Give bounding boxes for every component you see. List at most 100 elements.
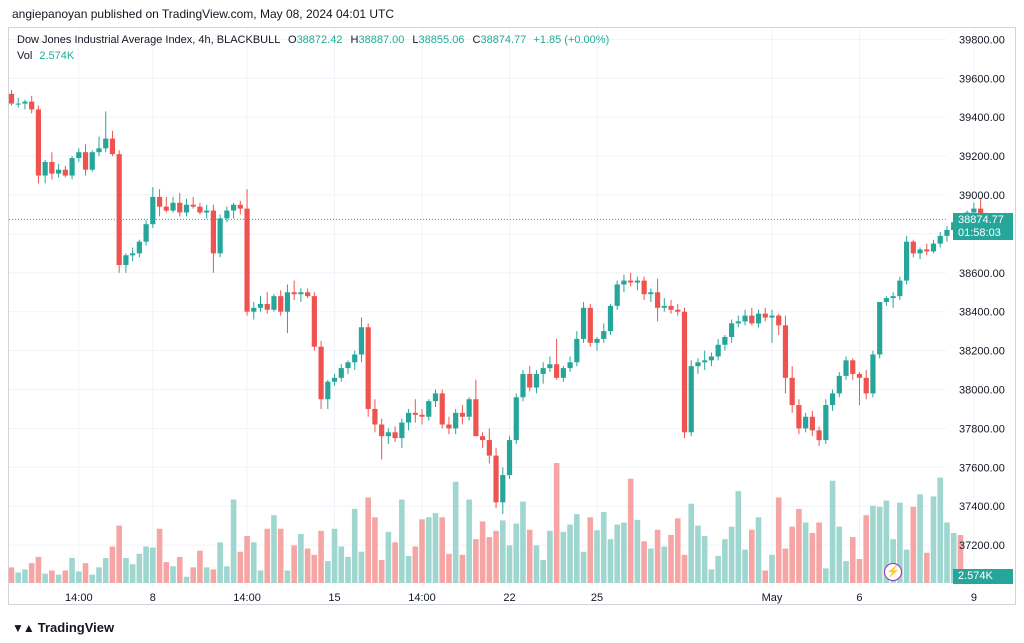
- candle-body: [42, 161, 48, 176]
- candle-body: [116, 154, 122, 266]
- candle-body: [298, 292, 304, 295]
- candle-body: [170, 202, 176, 211]
- candle-body: [210, 210, 216, 254]
- volume-bar: [782, 548, 789, 583]
- candle-body: [76, 152, 82, 159]
- time-axis: 14:00 8 14:00 15 14:00 22 25 May 6 9: [65, 592, 977, 604]
- candle-body: [722, 336, 728, 345]
- volume-bar: [735, 491, 742, 583]
- volume-bar: [728, 526, 735, 583]
- candle: [574, 331, 580, 367]
- candle: [567, 356, 573, 372]
- candle: [224, 206, 230, 223]
- candle-body: [143, 224, 149, 242]
- candle-body: [379, 424, 385, 437]
- chart-grid: [9, 28, 975, 588]
- legend-low-label: L: [412, 34, 419, 46]
- candle: [917, 247, 923, 260]
- volume-bar: [769, 554, 775, 583]
- candle-body: [554, 364, 560, 378]
- candle-body: [715, 344, 721, 357]
- candle-body: [944, 230, 950, 236]
- volume-bar: [681, 554, 688, 583]
- candle: [513, 393, 519, 444]
- candle: [49, 152, 55, 180]
- price-tick-label: 38200.00: [959, 346, 1005, 358]
- candle: [654, 278, 661, 322]
- candle: [601, 323, 607, 343]
- candle: [877, 301, 883, 359]
- legend-vol-value: 2.574K: [39, 50, 75, 62]
- candle: [493, 447, 499, 509]
- candle-body: [789, 377, 795, 406]
- volume-bar: [648, 548, 654, 583]
- volume-bar: [668, 535, 674, 583]
- candle-body: [426, 401, 432, 417]
- volume-bar: [284, 570, 291, 583]
- volume-bar: [224, 566, 230, 583]
- volume-bar: [499, 520, 506, 583]
- volume-bar: [116, 525, 122, 583]
- candle: [22, 99, 28, 110]
- candle-body: [513, 397, 519, 441]
- candle: [379, 418, 385, 460]
- candle-body: [675, 309, 681, 312]
- candle: [345, 360, 351, 374]
- volume-bar: [957, 535, 964, 583]
- candle: [695, 358, 701, 374]
- candle: [863, 370, 869, 400]
- candle-body: [843, 360, 849, 376]
- candle: [803, 412, 809, 433]
- candle: [459, 405, 466, 425]
- candle: [432, 389, 439, 408]
- candle: [123, 253, 129, 273]
- candle-body: [291, 292, 297, 295]
- price-axis: 39800.00 39600.00 39400.00 39200.00 39000.00…: [959, 34, 1005, 552]
- volume-bar: [890, 539, 896, 583]
- chart-frame: [8, 27, 1016, 605]
- candle-body: [432, 393, 439, 402]
- volume-bar: [749, 529, 755, 583]
- volume-bar: [580, 551, 587, 583]
- volume-bar: [76, 571, 82, 583]
- candle-body: [580, 307, 587, 339]
- volume-bar: [567, 524, 573, 583]
- legend-low: 38855.06: [418, 34, 465, 46]
- candle-body: [621, 280, 627, 285]
- time-tick-label: 22: [503, 592, 515, 604]
- candle-body: [96, 148, 102, 153]
- candle-body: [574, 338, 580, 363]
- candle-body: [587, 307, 593, 343]
- candle: [648, 288, 654, 302]
- candle: [29, 95, 35, 114]
- volume-bar: [129, 564, 136, 583]
- volume-bar: [614, 524, 620, 583]
- volume-bar: [244, 536, 250, 583]
- candle-body: [755, 313, 762, 324]
- time-tick-label: 14:00: [408, 592, 436, 604]
- candle: [204, 204, 210, 219]
- volume-bar: [257, 570, 264, 583]
- candle: [298, 288, 304, 302]
- candle-body: [197, 206, 203, 213]
- candle: [614, 280, 620, 310]
- volume-bar: [35, 556, 42, 583]
- volume-bar: [493, 530, 499, 583]
- candle-body: [883, 298, 889, 302]
- candle-body: [257, 303, 264, 308]
- footer-brand: ▼▲ TradingView: [12, 620, 114, 635]
- candle: [930, 239, 937, 254]
- candle: [466, 397, 472, 421]
- candle-body: [654, 292, 661, 308]
- legend-main: Dow Jones Industrial Average Index, 4h, …: [17, 34, 609, 46]
- candle: [527, 366, 533, 392]
- candle: [755, 309, 762, 328]
- volume-bar: [486, 537, 493, 583]
- lightning-icon[interactable]: ⚡: [884, 563, 902, 581]
- volume-bar: [870, 505, 876, 583]
- volume-bar: [250, 542, 257, 583]
- candle-body: [459, 412, 466, 417]
- candle-body: [769, 315, 775, 318]
- volume-bar: [627, 478, 634, 583]
